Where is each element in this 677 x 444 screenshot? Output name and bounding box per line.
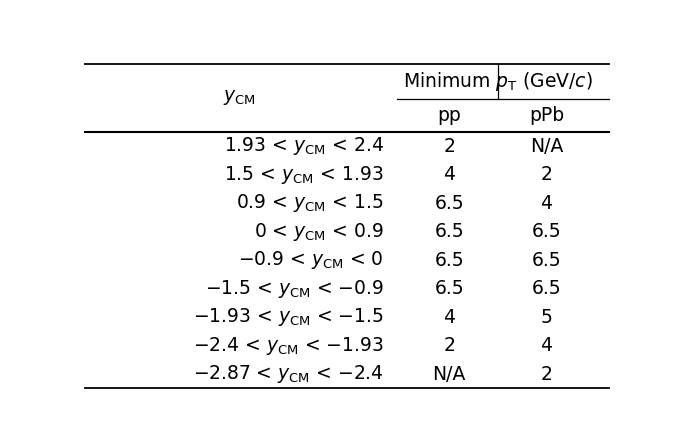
Text: $-$1.5 < $y_{\mathrm{CM}}$ < $-$0.9: $-$1.5 < $y_{\mathrm{CM}}$ < $-$0.9 (204, 278, 384, 300)
Text: $-$0.9 < $y_{\mathrm{CM}}$ < 0: $-$0.9 < $y_{\mathrm{CM}}$ < 0 (238, 249, 384, 271)
Text: 6.5: 6.5 (435, 279, 464, 298)
Text: $-$2.4 < $y_{\mathrm{CM}}$ < $-$1.93: $-$2.4 < $y_{\mathrm{CM}}$ < $-$1.93 (193, 335, 384, 357)
Text: pp: pp (437, 106, 461, 125)
Text: $-$2.87 < $y_{\mathrm{CM}}$ < $-$2.4: $-$2.87 < $y_{\mathrm{CM}}$ < $-$2.4 (193, 363, 384, 385)
Text: 6.5: 6.5 (531, 279, 561, 298)
Text: 6.5: 6.5 (435, 250, 464, 270)
Text: 6.5: 6.5 (531, 250, 561, 270)
Text: 6.5: 6.5 (435, 194, 464, 213)
Text: 6.5: 6.5 (531, 222, 561, 241)
Text: N/A: N/A (529, 137, 563, 156)
Text: Minimum $p_{\mathrm{T}}$ (GeV/$c$): Minimum $p_{\mathrm{T}}$ (GeV/$c$) (403, 70, 592, 93)
Text: 5: 5 (540, 308, 552, 327)
Text: 1.93 < $y_{\mathrm{CM}}$ < 2.4: 1.93 < $y_{\mathrm{CM}}$ < 2.4 (223, 135, 384, 157)
Text: 2: 2 (443, 336, 455, 355)
Text: 0 < $y_{\mathrm{CM}}$ < 0.9: 0 < $y_{\mathrm{CM}}$ < 0.9 (254, 221, 384, 242)
Text: 6.5: 6.5 (435, 222, 464, 241)
Text: 4: 4 (443, 165, 455, 184)
Text: N/A: N/A (433, 365, 466, 384)
Text: 0.9 < $y_{\mathrm{CM}}$ < 1.5: 0.9 < $y_{\mathrm{CM}}$ < 1.5 (236, 192, 384, 214)
Text: 2: 2 (443, 137, 455, 156)
Text: $-$1.93 < $y_{\mathrm{CM}}$ < $-$1.5: $-$1.93 < $y_{\mathrm{CM}}$ < $-$1.5 (193, 306, 384, 328)
Text: 4: 4 (540, 336, 552, 355)
Text: 4: 4 (540, 194, 552, 213)
Text: $y_{\mathrm{CM}}$: $y_{\mathrm{CM}}$ (223, 88, 256, 107)
Text: 2: 2 (540, 165, 552, 184)
Text: 2: 2 (540, 365, 552, 384)
Text: pPb: pPb (529, 106, 564, 125)
Text: 1.5 < $y_{\mathrm{CM}}$ < 1.93: 1.5 < $y_{\mathrm{CM}}$ < 1.93 (224, 164, 384, 186)
Text: 4: 4 (443, 308, 455, 327)
